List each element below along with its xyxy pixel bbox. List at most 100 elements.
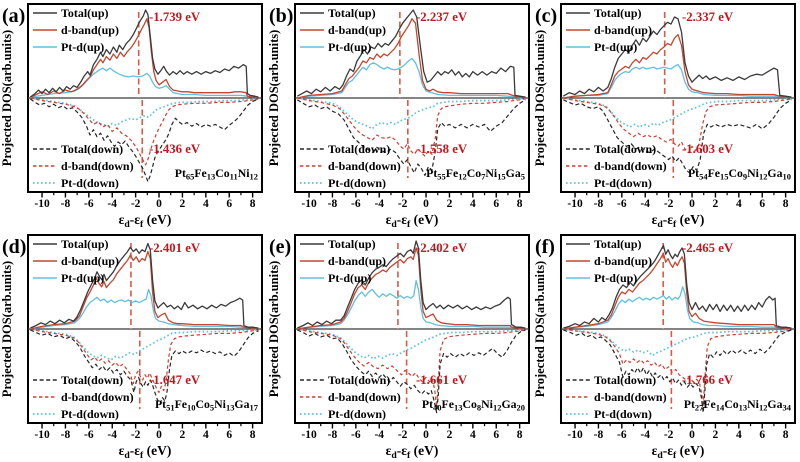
dos-plot(b): -10 -8 -6 -4 -2 0 2 4 6 8 εd-εf (eV) Projected DOS(… — [267, 3, 530, 230]
legend-label-pt-d-up: Pt-d(up) — [328, 40, 371, 54]
composition-label: Pt65Fe13Co11Ni12 — [175, 166, 258, 182]
pt-d-down-curve — [563, 328, 792, 357]
legend-label-d-band-up: d-band(up) — [594, 23, 652, 37]
x-tick-label: 8 — [250, 198, 256, 210]
total-up-curve — [29, 9, 259, 98]
x-tick-label: 4 — [470, 198, 476, 210]
panel-e: -10 -8 -6 -4 -2 0 2 4 6 8 εd-εf (eV) Projected DOS(… — [267, 231, 534, 462]
x-axis-label: εd-εf (eV) — [385, 212, 438, 230]
dos-plot(a): -10 -8 -6 -4 -2 0 2 4 6 8 εd-εf (eV) Projected DOS(… — [0, 3, 263, 230]
x-tick-label: 6 — [493, 429, 499, 441]
panel-f: -10 -8 -6 -4 -2 0 2 4 6 8 εd-εf (eV) Projected DOS(… — [533, 231, 800, 462]
legend-label-d-band-down: d-band(down) — [61, 159, 134, 173]
x-axis-label: εd-εf (eV) — [652, 443, 705, 461]
dband-center-up-value: -2.402 eV — [416, 241, 468, 255]
panel-letter: (b) — [269, 5, 293, 27]
x-tick-label: 8 — [516, 198, 522, 210]
dband-center-down-value: -1.558 eV — [416, 142, 468, 156]
pt-d-down-curve — [296, 97, 526, 130]
legend-label-pt-d-down: Pt-d(down) — [61, 407, 119, 421]
total-down-curve — [563, 329, 793, 414]
legend-label-total-down: Total(down) — [328, 373, 390, 387]
y-axis-label: Projected DOS(arb.units) — [267, 261, 281, 398]
x-tick-label: -10 — [301, 429, 317, 441]
x-tick-label: -4 — [107, 429, 117, 441]
y-axis-label: Projected DOS(arb.units) — [0, 261, 14, 397]
x-tick-label: -4 — [374, 198, 384, 210]
panel-b: -10 -8 -6 -4 -2 0 2 4 6 8 εd-εf (eV) Projected DOS(… — [267, 0, 534, 231]
x-tick-label: 0 — [156, 429, 162, 441]
y-axis-label: Projected DOS(arb.units) — [533, 30, 547, 166]
x-tick-label: 4 — [736, 198, 742, 210]
x-tick-label: 6 — [226, 198, 232, 210]
x-axis-label: εd-εf (eV) — [119, 443, 172, 461]
dband-center-down-value: -1.661 eV — [416, 373, 468, 387]
dband-center-down-value: -1.647 eV — [149, 373, 201, 387]
x-tick-label: 0 — [423, 429, 429, 441]
x-tick-label: 0 — [689, 198, 695, 210]
dos-plot(d): -10 -8 -6 -4 -2 0 2 4 6 8 εd-εf (eV) Projected DOS(… — [0, 234, 263, 461]
x-tick-label: 6 — [493, 198, 499, 210]
pt-d-up-curve — [296, 279, 526, 330]
panel-a: -10 -8 -6 -4 -2 0 2 4 6 8 εd-εf (eV) Projected DOS(… — [0, 0, 267, 231]
x-tick-label: -4 — [374, 429, 384, 441]
legend-label-d-band-up: d-band(up) — [328, 254, 386, 268]
dos-plot(f): -10 -8 -6 -4 -2 0 2 4 6 8 εd-εf (eV) Projected DOS(… — [533, 234, 797, 461]
dband-center-up-value: -1.739 eV — [149, 10, 201, 24]
x-axis-label: εd-εf (eV) — [119, 212, 172, 230]
x-tick-label: -6 — [617, 198, 627, 210]
x-tick-label: -10 — [301, 198, 317, 210]
total-up-curve — [30, 242, 259, 329]
legend-label-d-band-down: d-band(down) — [328, 159, 401, 173]
x-tick-label: 6 — [760, 429, 766, 441]
x-tick-label: -8 — [594, 429, 604, 441]
x-tick-label: -6 — [84, 198, 94, 210]
x-tick-label: -4 — [107, 198, 117, 210]
legend-label-total-down: Total(down) — [61, 373, 123, 387]
pt-d-up-curve — [563, 286, 792, 330]
panel-letter: (f) — [535, 236, 555, 258]
x-tick-label: -6 — [617, 429, 627, 441]
x-tick-label: 2 — [180, 429, 186, 441]
dband-center-up-value: -2.401 eV — [149, 241, 201, 255]
pt-d-up-curve — [30, 288, 259, 330]
x-tick-label: 8 — [783, 429, 789, 441]
legend-label-d-band-down: d-band(down) — [61, 390, 134, 404]
x-tick-label: 2 — [180, 198, 186, 210]
y-axis-label: Projected DOS(arb.units) — [267, 30, 281, 167]
x-tick-label: -2 — [131, 429, 141, 441]
x-tick-label: 2 — [446, 198, 452, 210]
legend-label-total-down: Total(down) — [328, 142, 390, 156]
x-tick-label: 4 — [470, 429, 476, 441]
legend-label-d-band-up: d-band(up) — [594, 254, 652, 268]
legend-label-total-up: Total(up) — [594, 237, 642, 251]
x-tick-label: 0 — [689, 429, 695, 441]
legend-label-pt-d-up: Pt-d(up) — [594, 40, 637, 54]
total-up-curve — [296, 9, 526, 98]
dband-center-up-value: -2.465 eV — [682, 241, 734, 255]
x-axis-label: εd-εf (eV) — [385, 443, 438, 461]
legend-label-total-down: Total(down) — [594, 142, 656, 156]
d-band-down-curve — [296, 328, 526, 407]
legend-label-total-up: Total(up) — [594, 6, 642, 20]
x-tick-label: -2 — [664, 198, 674, 210]
legend-label-pt-d-up: Pt-d(up) — [594, 271, 637, 285]
composition-label: Pt54Fe15Co9Ni12Ga10 — [688, 166, 791, 182]
x-tick-label: 0 — [156, 198, 162, 210]
x-tick-label: -2 — [398, 198, 408, 210]
x-tick-label: -4 — [641, 198, 651, 210]
legend-label-d-band-down: d-band(down) — [594, 159, 667, 173]
x-tick-label: 2 — [446, 429, 452, 441]
x-tick-label: 4 — [203, 198, 209, 210]
x-tick-label: -2 — [398, 429, 408, 441]
total-down-curve — [563, 99, 793, 174]
pt-d-up-curve — [563, 63, 792, 99]
x-tick-label: -8 — [327, 429, 337, 441]
total-down-curve — [29, 98, 259, 183]
x-tick-label: -2 — [664, 429, 674, 441]
composition-label: Pt51Fe10Co5Ni13Ga17 — [155, 397, 259, 413]
legend-label-d-band-down: d-band(down) — [594, 390, 667, 404]
legend-label-pt-d-up: Pt-d(up) — [328, 271, 371, 285]
composition-label: Pt27Fe14Co13Ni12Ga34 — [684, 397, 792, 413]
